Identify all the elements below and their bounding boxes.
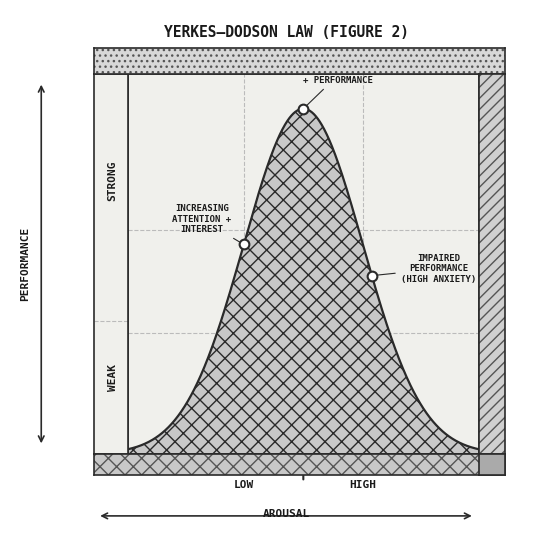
Text: YERKES–DODSON LAW (FIGURE 2): YERKES–DODSON LAW (FIGURE 2) <box>163 25 409 40</box>
Text: WEAK: WEAK <box>108 364 118 392</box>
Text: HIGH: HIGH <box>349 480 376 490</box>
Text: INCREASING
ATTENTION +
INTEREST: INCREASING ATTENTION + INTEREST <box>172 205 241 243</box>
Text: IMPAIRED
PERFORMANCE
(HIGH ANXIETY): IMPAIRED PERFORMANCE (HIGH ANXIETY) <box>375 254 476 284</box>
Text: PERFORMANCE: PERFORMANCE <box>20 227 30 301</box>
Text: LOW: LOW <box>234 480 254 490</box>
Text: STRONG: STRONG <box>108 160 118 201</box>
Text: AROUSAL: AROUSAL <box>262 509 310 519</box>
Text: OPTIMAL AROUSAL
+ PERFORMANCE: OPTIMAL AROUSAL + PERFORMANCE <box>298 65 378 107</box>
